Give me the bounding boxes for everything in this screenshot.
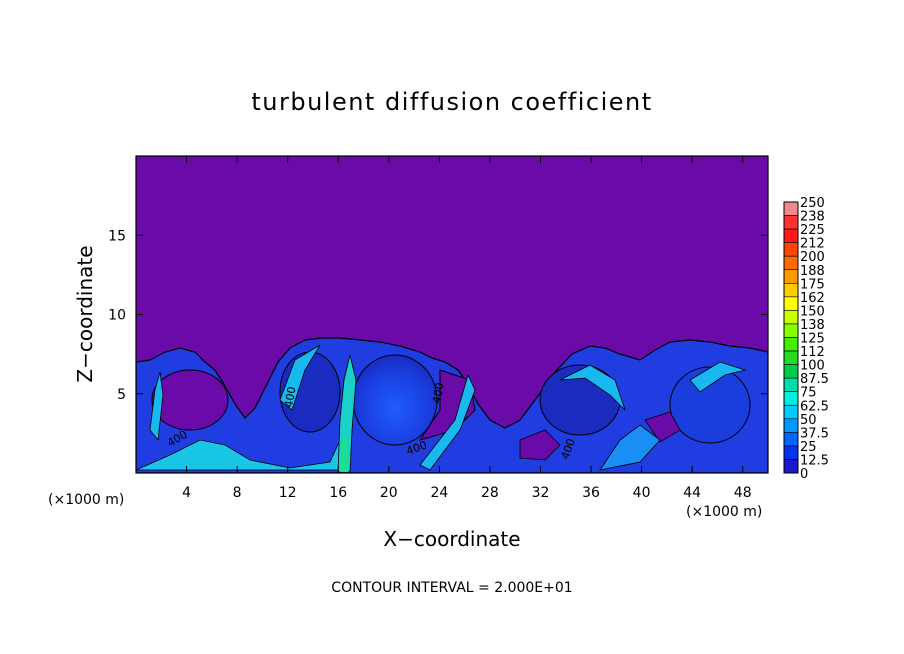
y-axis-label: Z−coordinate	[73, 245, 97, 382]
contour-label: 400	[430, 382, 446, 405]
green-core	[340, 432, 348, 472]
cyan-streak-arc-2	[419, 373, 476, 471]
colorbar-label: 188	[800, 264, 825, 279]
x-tick-label: 12	[279, 485, 297, 501]
colorbar-swatch	[783, 201, 799, 216]
colorbar-swatch	[783, 459, 799, 474]
cyan-streak-low	[599, 424, 661, 471]
vortex-purple-right	[644, 411, 681, 443]
colorbar-label: 250	[800, 196, 825, 211]
colorbar-label: 87.5	[800, 372, 829, 387]
x-tick-label: 40	[633, 485, 651, 501]
colorbar-label: 200	[800, 250, 825, 265]
colorbar-swatch	[783, 404, 799, 420]
colorbar-swatch	[783, 364, 799, 379]
colorbar: 2502382252122001881751621501381251121008…	[783, 196, 829, 482]
vortex-right-2	[669, 366, 751, 444]
colorbar-label: 75	[800, 386, 817, 401]
y-tick-label: 10	[108, 308, 126, 324]
contour-interval-note: CONTOUR INTERVAL = 2.000E+01	[331, 580, 572, 596]
x-tick-label: 8	[233, 485, 242, 501]
x-tick-label: 32	[532, 485, 550, 501]
colorbar-frame	[783, 201, 799, 474]
colorbar-swatch	[783, 296, 799, 311]
plot-area	[136, 156, 768, 473]
y-tick-label: 5	[117, 387, 126, 403]
colorbar-label: 37.5	[800, 426, 829, 441]
x-tick-label: 24	[430, 485, 448, 501]
colorbar-label: 150	[800, 304, 825, 319]
colorbar-label: 112	[800, 345, 825, 360]
colorbar-swatch	[783, 215, 799, 230]
x-tick-label: 20	[380, 485, 398, 501]
vortex-center	[352, 354, 438, 446]
cyan-streak-arc-1	[279, 344, 321, 411]
colorbar-label: 225	[800, 223, 825, 238]
x-unit-left: (×1000 m)	[48, 492, 124, 508]
colorbar-label: 100	[800, 359, 825, 374]
colorbar-label: 212	[800, 237, 825, 252]
colorbar-swatch	[783, 228, 799, 243]
cyan-streak-arc-3	[559, 364, 626, 411]
vortex-left	[151, 369, 229, 431]
colorbar-label: 0	[800, 467, 808, 482]
colorbar-swatch	[783, 310, 799, 325]
cyan-streak-arc-4	[689, 361, 747, 393]
colorbar-swatch	[783, 445, 799, 460]
colorbar-swatch	[783, 350, 799, 365]
colorbar-label: 238	[800, 210, 825, 225]
contour-labels: 400 400 400 400 400	[165, 382, 578, 461]
colorbar-label: 175	[800, 277, 825, 292]
colorbar-label: 162	[800, 291, 825, 306]
x-axis: 4 8 12 16 20 24 28 32 36 40 44 48	[182, 156, 752, 501]
colorbar-swatch	[783, 377, 799, 392]
x-tick-label: 44	[683, 485, 701, 501]
x-tick-label: 36	[582, 485, 600, 501]
x-tick-label: 16	[329, 485, 347, 501]
x-tick-label: 4	[182, 485, 191, 501]
x-axis-label: X−coordinate	[383, 527, 520, 551]
colorbar-swatch	[783, 323, 799, 338]
y-tick-label: 15	[108, 228, 126, 244]
colorbar-swatch	[783, 391, 799, 406]
vortex-purple-mid	[519, 429, 561, 461]
chart-title: turbulent diffusion coefficient	[251, 88, 652, 116]
colorbar-label: 62.5	[800, 399, 829, 414]
colorbar-swatch	[783, 255, 799, 271]
colorbar-label: 25	[800, 440, 817, 455]
colorbar-swatch	[783, 269, 799, 284]
colorbar-label: 138	[800, 318, 825, 333]
colorbar-label: 50	[800, 413, 817, 428]
cyan-streak-left	[149, 371, 164, 442]
colorbar-swatch	[783, 432, 799, 447]
y-axis: 5 10 15	[108, 228, 768, 403]
colorbar-swatch	[783, 337, 799, 352]
x-tick-label: 28	[481, 485, 499, 501]
x-tick-label: 48	[734, 485, 752, 501]
colorbar-label: 12.5	[800, 453, 829, 468]
colorbar-swatch	[783, 282, 799, 298]
contour-label: 400	[282, 386, 298, 409]
colorbar-swatch	[783, 242, 799, 257]
x-unit-right: (×1000 m)	[686, 504, 762, 520]
colorbar-swatch	[783, 418, 799, 433]
colorbar-label: 125	[800, 332, 825, 347]
